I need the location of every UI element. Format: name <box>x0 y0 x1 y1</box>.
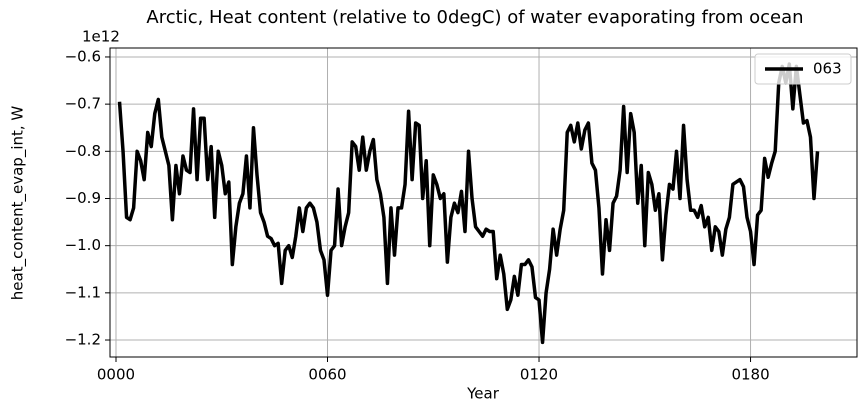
x-tick-label: 0000 <box>97 366 135 384</box>
chart-title: Arctic, Heat content (relative to 0degC)… <box>146 7 803 28</box>
y-tick-label: −1.0 <box>65 236 101 254</box>
plot-frame <box>109 47 858 358</box>
y-offset-label: 1e12 <box>82 28 120 46</box>
y-tick-label: −0.7 <box>65 95 101 113</box>
y-tick-label: −1.2 <box>65 331 101 349</box>
y-tick-label: −0.6 <box>65 47 101 65</box>
x-tick-label: 0120 <box>520 366 558 384</box>
x-tick-label: 0180 <box>731 366 769 384</box>
y-axis-label: heat_content_evap_int, W <box>9 106 28 301</box>
y-tick-label: −0.9 <box>65 189 101 207</box>
y-tick-label: −1.1 <box>65 283 101 301</box>
x-axis-label: Year <box>466 385 500 403</box>
data-line <box>117 62 820 345</box>
y-tick-label: −0.8 <box>65 142 101 160</box>
legend-label: 063 <box>813 60 842 78</box>
x-tick-label: 0060 <box>308 366 346 384</box>
